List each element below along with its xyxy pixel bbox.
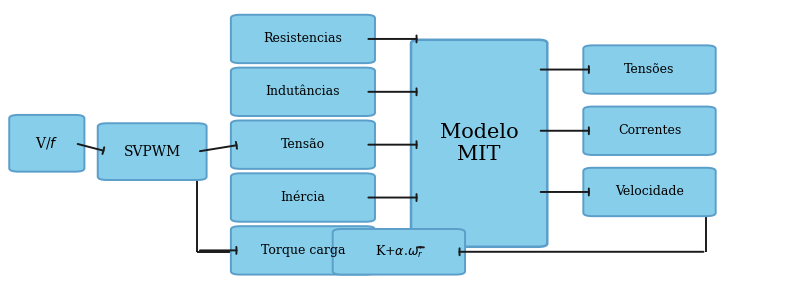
Text: K+$\alpha$.$\omega_r$: K+$\alpha$.$\omega_r$ <box>375 244 423 260</box>
Text: SVPWM: SVPWM <box>123 145 181 159</box>
Text: Resistencias: Resistencias <box>263 32 343 46</box>
FancyBboxPatch shape <box>583 106 716 155</box>
FancyBboxPatch shape <box>231 226 375 275</box>
Text: Modelo
MIT: Modelo MIT <box>440 123 519 164</box>
FancyBboxPatch shape <box>411 40 547 247</box>
Text: Torque carga: Torque carga <box>261 244 345 257</box>
Text: V/$f$: V/$f$ <box>35 135 58 151</box>
Text: Inércia: Inércia <box>281 191 325 204</box>
FancyBboxPatch shape <box>583 168 716 216</box>
FancyBboxPatch shape <box>231 68 375 116</box>
FancyBboxPatch shape <box>9 115 84 172</box>
Text: Tensão: Tensão <box>281 138 325 151</box>
Text: Correntes: Correntes <box>618 124 681 137</box>
FancyBboxPatch shape <box>231 173 375 222</box>
FancyBboxPatch shape <box>583 45 716 94</box>
FancyBboxPatch shape <box>97 123 207 180</box>
Text: Velocidade: Velocidade <box>615 185 684 198</box>
Text: Tensões: Tensões <box>624 63 674 76</box>
FancyBboxPatch shape <box>231 121 375 169</box>
FancyBboxPatch shape <box>332 229 465 275</box>
Text: Indutâncias: Indutâncias <box>266 85 340 98</box>
FancyBboxPatch shape <box>231 15 375 63</box>
